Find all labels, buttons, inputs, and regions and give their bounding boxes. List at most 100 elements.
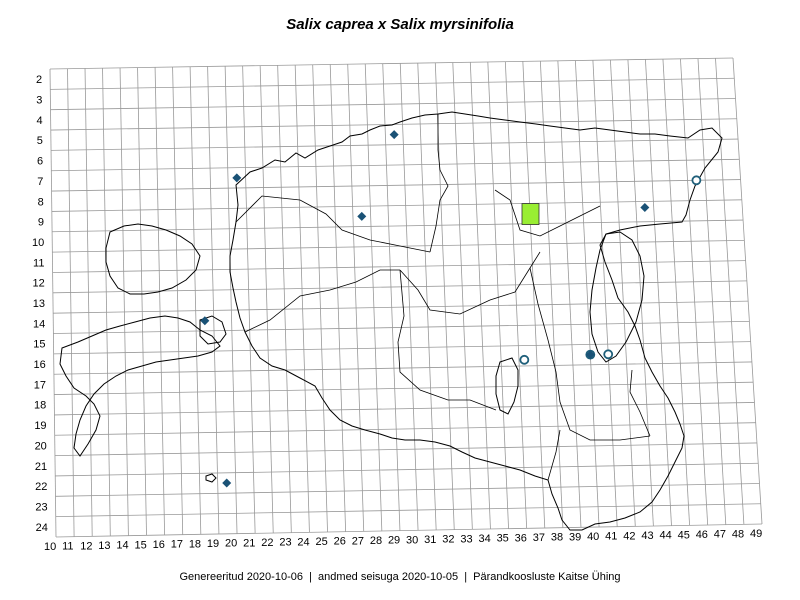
y-axis-label: 9 [38,217,44,229]
grid-line-vertical [294,65,310,533]
map-title: Salix caprea x Salix myrsinifolia [286,16,514,33]
x-axis-label: 40 [587,531,599,543]
x-axis-label: 17 [171,539,183,551]
grid-line-vertical [137,67,147,536]
county-border-lv-iv [494,189,601,237]
grid-line-vertical [49,68,57,538]
grid-line-horizontal [52,239,745,253]
y-axis-label: 12 [32,278,44,290]
county-border-rapla-parnu [244,269,400,333]
y-axis-label: 10 [32,237,44,249]
x-axis-label: 10 [44,541,56,553]
grid-line-horizontal [52,280,747,294]
grid-line-vertical [417,63,437,531]
y-axis-label: 14 [33,318,45,330]
grid-line-horizontal [52,219,744,233]
grid-line-vertical [662,59,690,526]
y-axis-label: 15 [33,339,45,351]
grid-line-vertical [574,60,600,528]
grid-line-horizontal [51,179,741,192]
grid-line-vertical [434,62,455,530]
grid-line-vertical [399,63,419,531]
grid-line-horizontal [55,483,760,497]
grid-line-vertical [242,65,256,534]
grid-line-vertical [715,58,745,525]
x-axis-label: 19 [207,538,219,550]
x-axis-label: 26 [334,536,346,548]
x-axis-label: 13 [98,540,110,552]
occurrence-square [521,203,540,225]
y-axis-label: 24 [36,522,48,534]
grid-line-vertical [84,68,93,537]
grid-line-vertical [732,57,763,525]
y-axis-label: 7 [37,176,43,188]
x-axis-label: 16 [153,539,165,551]
y-axis-label: 6 [37,156,43,168]
x-axis-label: 39 [569,531,581,543]
x-axis-label: 42 [623,530,635,542]
hiiumaa-outline [105,223,201,295]
occurrence-diamond [232,173,242,183]
x-axis-label: 32 [442,534,454,546]
grid-line-horizontal [53,361,752,375]
grid-line-horizontal [51,138,739,151]
x-axis-label: 18 [189,538,201,550]
grid-line-vertical [259,65,274,534]
grid-line-vertical [189,66,202,535]
grid-line-horizontal [54,402,755,416]
y-axis-label: 2 [36,74,42,86]
grid-line-horizontal [54,442,757,457]
x-axis-label: 24 [297,536,309,548]
map-footer: Genereeritud 2020-10-06 | andmed seisuga… [179,571,621,583]
x-axis-label: 45 [678,529,690,541]
vortsjarv-outline [495,357,519,415]
grid-line-vertical [680,58,709,526]
x-axis-label: 27 [352,535,364,547]
muhu-outline [199,315,227,345]
occurrence-diamond [357,211,367,221]
y-axis-label: 22 [35,481,47,493]
grid-line-vertical [610,59,636,527]
x-axis-label: 21 [243,537,255,549]
x-axis-label: 49 [750,528,762,540]
grid-line-vertical [364,63,383,532]
y-axis-label: 23 [35,501,47,513]
grid-line-vertical [102,68,111,537]
grid-line-vertical [504,61,528,529]
x-axis-label: 36 [515,532,527,544]
county-border-harju-lv [429,114,449,253]
grid-line-vertical [697,58,727,525]
x-axis-label: 29 [388,535,400,547]
grid-line-horizontal [50,98,736,111]
grid-line-vertical [557,60,582,528]
county-border-polva [629,369,651,437]
grid-line-vertical [119,67,129,536]
grid-line-vertical [469,62,491,530]
grid-line-horizontal [55,462,759,477]
grid-line-vertical [592,60,618,527]
y-axis-label: 17 [34,379,46,391]
y-axis-label: 18 [34,400,46,412]
x-axis-label: 20 [225,538,237,550]
x-axis-label: 35 [497,533,509,545]
y-axis-label: 5 [37,135,43,147]
estonia-mainland-outline [229,111,723,531]
ruhnu-outline [205,473,217,483]
x-axis-label: 34 [478,533,490,545]
x-axis-label: 37 [533,532,545,544]
y-axis-label: 11 [33,257,44,269]
grid-line-horizontal [55,523,763,538]
x-axis-label: 12 [80,540,92,552]
grid-line-horizontal [54,381,754,395]
y-axis-label: 3 [36,95,42,107]
grid-line-horizontal [53,300,749,314]
x-axis-label: 47 [714,529,726,541]
county-border-jarva [399,251,541,315]
y-axis-label: 20 [35,440,47,452]
grid-line-horizontal [52,260,746,273]
grid-line-vertical [627,59,654,527]
county-border-harju-rapla [235,195,431,253]
x-axis-label: 46 [696,529,708,541]
occurrence-diamond [640,203,650,213]
